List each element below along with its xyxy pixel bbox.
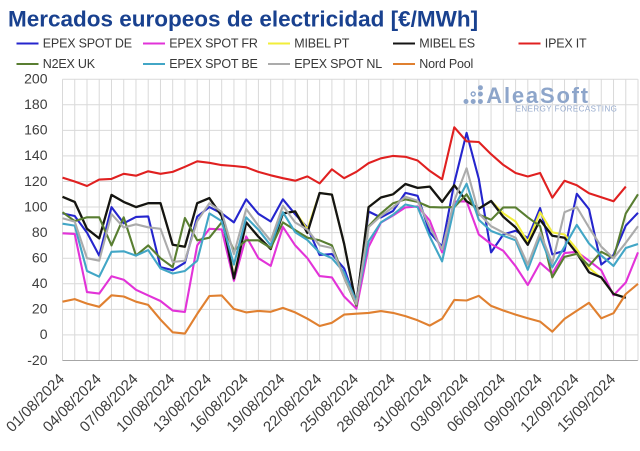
svg-text:80: 80 <box>32 224 48 240</box>
svg-text:IPEX IT: IPEX IT <box>545 37 587 51</box>
svg-text:EPEX SPOT FR: EPEX SPOT FR <box>169 37 258 51</box>
svg-text:AleaSoft: AleaSoft <box>486 83 590 108</box>
svg-text:ENERGY FORECASTING: ENERGY FORECASTING <box>516 104 618 113</box>
svg-text:MIBEL ES: MIBEL ES <box>419 37 475 51</box>
svg-text:0: 0 <box>40 326 48 342</box>
svg-text:-20: -20 <box>27 352 47 368</box>
svg-text:140: 140 <box>24 147 48 163</box>
svg-text:N2EX UK: N2EX UK <box>43 57 96 71</box>
svg-text:100: 100 <box>24 198 48 214</box>
svg-text:Mercados europeos de electrici: Mercados europeos de electricidad [€/MWh… <box>8 7 478 32</box>
svg-text:EPEX SPOT DE: EPEX SPOT DE <box>43 37 132 51</box>
svg-text:120: 120 <box>24 173 48 189</box>
svg-text:EPEX SPOT NL: EPEX SPOT NL <box>294 57 382 71</box>
svg-text:200: 200 <box>24 71 48 87</box>
svg-text:Nord Pool: Nord Pool <box>419 57 473 71</box>
svg-text:20: 20 <box>32 301 48 317</box>
svg-text:EPEX SPOT BE: EPEX SPOT BE <box>169 57 257 71</box>
svg-text:180: 180 <box>24 96 48 112</box>
svg-text:60: 60 <box>32 249 48 265</box>
svg-text:160: 160 <box>24 122 48 138</box>
svg-text:40: 40 <box>32 275 48 291</box>
svg-text:MIBEL PT: MIBEL PT <box>294 37 349 51</box>
